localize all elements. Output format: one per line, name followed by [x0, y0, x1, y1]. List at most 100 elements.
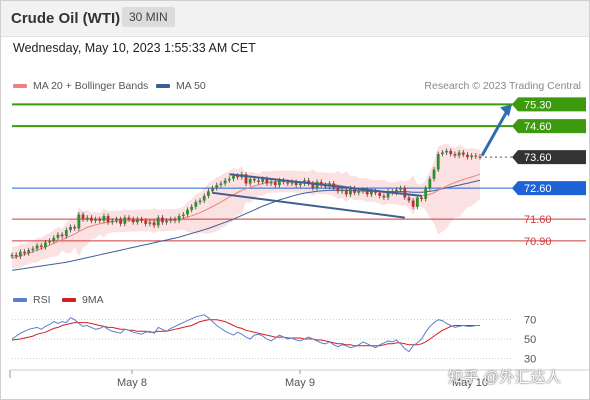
candle-body	[311, 183, 315, 189]
candle-body	[81, 214, 85, 220]
candle-body	[206, 191, 210, 196]
candle-body	[257, 180, 260, 182]
candle-body	[119, 219, 123, 224]
instrument-title: Crude Oil (WTI)	[11, 10, 121, 27]
candle-body	[23, 251, 26, 254]
channel-lower-line	[212, 191, 405, 219]
ma50-line	[11, 179, 481, 271]
candle-body	[194, 202, 198, 207]
candle-body	[52, 237, 56, 241]
x-tick-label: May 8	[117, 377, 147, 389]
candle-body	[265, 178, 269, 184]
candle-body	[115, 219, 118, 221]
candle-body	[307, 180, 311, 184]
timeframe-badge[interactable]: 30 MIN	[122, 7, 175, 27]
candle-body	[349, 188, 352, 195]
candle-body	[428, 178, 432, 189]
candle-body	[403, 188, 407, 198]
candle-body	[94, 219, 97, 221]
rsi-tick-label: 30	[524, 353, 536, 365]
candle-body	[374, 191, 377, 193]
legend-ma20: MA 20 + Bollinger Bands	[13, 80, 148, 92]
candle-body	[27, 250, 31, 254]
candle-body	[39, 245, 43, 248]
candle-body	[156, 217, 160, 226]
candle-body	[102, 216, 106, 221]
rsi-tick-label: 50	[524, 334, 536, 346]
level-label-resistance: 74.60	[524, 121, 552, 133]
candle-body	[478, 156, 482, 158]
candle-body	[261, 178, 265, 182]
candle-body	[436, 154, 440, 170]
candle-body	[244, 174, 248, 184]
channel-upper-line	[229, 173, 422, 197]
candle-body	[319, 181, 323, 186]
candle-body	[135, 219, 139, 223]
candle-body	[223, 180, 227, 184]
candle-body	[340, 189, 344, 192]
legend-9ma: 9MA	[62, 294, 104, 306]
candle-body	[64, 230, 68, 237]
ma20-swatch	[13, 84, 27, 88]
candle-body	[219, 183, 223, 186]
candle-body	[449, 150, 453, 155]
candle-body	[378, 192, 382, 196]
level-label-current: 73.60	[524, 152, 552, 164]
candle-body	[98, 219, 102, 221]
projection-arrowhead	[500, 104, 512, 117]
x-tick-label: May 9	[285, 377, 315, 389]
projection-arrow	[480, 108, 510, 157]
ma50-swatch	[156, 84, 170, 88]
candle-body	[227, 178, 231, 181]
level-label-support: 71.60	[524, 214, 552, 226]
rsi-tick-label: 70	[524, 315, 536, 327]
candle-body	[386, 191, 390, 198]
candle-body	[440, 152, 444, 155]
candle-body	[48, 240, 52, 243]
candle-body	[144, 220, 148, 224]
legend-rsi-label: RSI	[33, 294, 51, 306]
candle-body	[273, 181, 277, 186]
candle-body	[286, 181, 290, 184]
candle-body	[232, 175, 235, 179]
level-tag-pivot	[512, 181, 586, 196]
candle-body	[361, 189, 365, 192]
candle-body	[127, 217, 131, 220]
candle-body	[123, 217, 127, 224]
research-credit: Research © 2023 Trading Central	[424, 80, 581, 92]
candle-body	[190, 206, 194, 210]
candle-body	[457, 152, 461, 156]
candle-body	[344, 189, 348, 195]
candle-body	[69, 226, 72, 231]
candle-body	[89, 217, 93, 221]
level-label-pivot: 72.60	[524, 183, 552, 195]
candle-body	[269, 181, 273, 184]
candle-body	[382, 195, 386, 198]
candle-body	[407, 197, 411, 201]
candle-body	[461, 152, 465, 155]
legend-9ma-label: 9MA	[82, 294, 104, 306]
candle-body	[202, 195, 206, 201]
candle-body	[411, 200, 415, 207]
candle-body	[470, 155, 474, 158]
candle-body	[106, 216, 110, 223]
candle-body	[35, 245, 39, 249]
candle-body	[169, 219, 173, 221]
level-label-resistance: 75.30	[524, 99, 552, 111]
candle-body	[424, 188, 428, 200]
candle-body	[148, 222, 152, 224]
candle-body	[152, 222, 156, 226]
candle-body	[445, 150, 448, 153]
rsi-9ma-line	[11, 319, 480, 347]
candle-body	[177, 216, 181, 221]
candle-body	[131, 219, 135, 223]
candle-body	[173, 219, 177, 221]
candle-body	[290, 181, 294, 184]
candle-body	[73, 226, 77, 229]
candle-body	[474, 155, 478, 157]
legend-ma50: MA 50	[156, 80, 206, 92]
candle-body	[298, 183, 302, 186]
rsi-swatch	[13, 298, 27, 302]
legend-ma20-label: MA 20 + Bollinger Bands	[33, 80, 149, 92]
candle-body	[140, 219, 143, 221]
